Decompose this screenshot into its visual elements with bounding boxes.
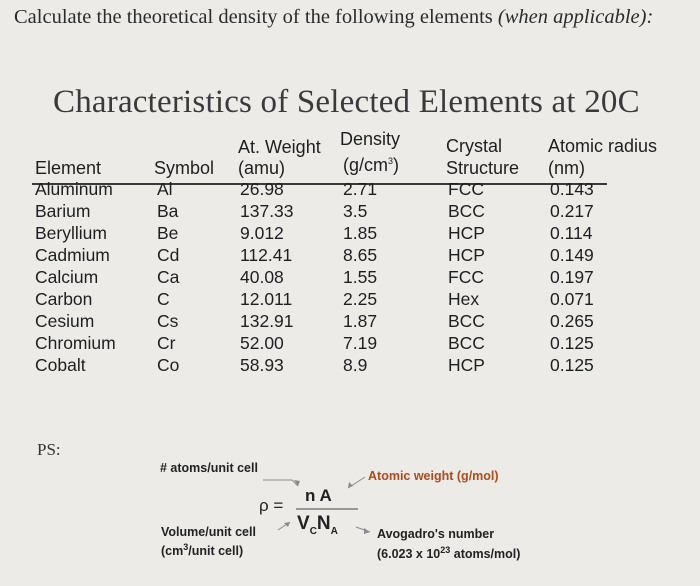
cell-symbol: Al: [157, 179, 173, 199]
cell-element: Carbon: [35, 289, 93, 309]
cell-symbol: Be: [157, 223, 179, 243]
avogadro-value: (6.023 x 1023 atoms/mol): [377, 544, 521, 561]
cell-symbol: Cs: [157, 311, 179, 331]
cell-density: 1.87: [343, 311, 378, 331]
cell-radius: 0.197: [550, 267, 594, 287]
header-at-weight: At. Weight: [238, 137, 321, 157]
header-radius-unit: (nm): [548, 158, 585, 178]
cell-symbol: Cr: [157, 333, 176, 353]
cell-density: 1.55: [343, 267, 378, 287]
prompt-text: Calculate the theoretical density of the…: [14, 6, 498, 28]
cell-structure: HCP: [448, 223, 485, 243]
formula-denominator: VCNA: [297, 513, 338, 537]
volume-per-cell-label: Volume/unit cell: [161, 525, 256, 539]
header-density-unit: (g/cm3): [343, 155, 400, 175]
cell-radius: 0.125: [550, 333, 594, 353]
cell-weight: 9.012: [240, 223, 284, 243]
atomic-weight-label: Atomic weight (g/mol): [368, 469, 499, 483]
cell-density: 1.85: [343, 223, 378, 243]
header-element: Element: [35, 158, 102, 178]
cell-structure: BCC: [448, 201, 485, 221]
cell-radius: 0.149: [550, 245, 594, 265]
cell-density: 3.5: [343, 201, 368, 221]
cell-structure: BCC: [448, 333, 485, 353]
cell-element: Beryllium: [35, 223, 107, 243]
cell-symbol: Co: [157, 355, 180, 375]
header-symbol: Symbol: [154, 158, 215, 178]
atoms-per-cell-label: # atoms/unit cell: [160, 461, 258, 475]
question-prompt: Calculate the theoretical density of the…: [14, 6, 653, 29]
header-crystal: Crystal: [446, 136, 503, 156]
cell-density: 7.19: [343, 333, 378, 353]
header-atomic-radius: Atomic radius: [548, 136, 658, 156]
cell-weight: 58.93: [240, 355, 284, 375]
cell-weight: 52.00: [240, 333, 284, 353]
cell-symbol: C: [157, 289, 170, 309]
cell-element: Barium: [35, 201, 91, 221]
cell-element: Cadmium: [35, 245, 110, 265]
cell-element: Aluminum: [35, 179, 113, 199]
cell-element: Calcium: [35, 267, 99, 287]
cell-structure: HCP: [448, 245, 485, 265]
cell-radius: 0.071: [550, 289, 594, 309]
cell-structure: FCC: [448, 179, 484, 199]
cell-element: Cobalt: [35, 355, 86, 375]
formula-numerator: n A: [305, 486, 332, 505]
cell-weight: 137.33: [240, 201, 294, 221]
rho-symbol: ρ =: [259, 496, 284, 515]
cell-weight: 132.91: [240, 311, 294, 331]
cell-weight: 12.011: [240, 289, 293, 309]
avogadro-label: Avogadro's number: [377, 527, 495, 541]
atoms-arrow: [263, 479, 299, 487]
cell-density: 2.71: [343, 179, 378, 199]
cell-radius: 0.143: [550, 179, 594, 199]
cell-density: 8.65: [343, 245, 378, 265]
cell-weight: 26.98: [240, 179, 284, 199]
cell-weight: 40.08: [240, 267, 284, 287]
cell-symbol: Cd: [157, 245, 180, 265]
cell-density: 2.25: [343, 289, 378, 309]
cell-structure: BCC: [448, 311, 485, 331]
volume-unit-label: (cm3/unit cell): [161, 541, 244, 558]
cell-density: 8.9: [343, 355, 368, 375]
cell-weight: 112.41: [240, 245, 293, 265]
header-structure: Structure: [446, 158, 520, 178]
header-rule: [32, 183, 607, 185]
cell-structure: FCC: [448, 267, 484, 287]
header-density: Density: [340, 129, 401, 149]
cell-radius: 0.265: [550, 311, 594, 331]
prompt-italic: (when applicable):: [497, 6, 654, 28]
header-at-weight-unit: (amu): [238, 158, 286, 178]
cell-radius: 0.125: [550, 355, 594, 375]
cell-radius: 0.217: [550, 201, 594, 221]
table-title: Characteristics of Selected Elements at …: [53, 84, 640, 120]
cell-structure: Hex: [448, 289, 480, 309]
cell-radius: 0.114: [550, 223, 593, 243]
cell-structure: HCP: [448, 355, 485, 375]
cell-symbol: Ca: [157, 267, 180, 287]
cell-symbol: Ba: [157, 201, 179, 221]
cell-element: Cesium: [35, 311, 95, 331]
ps-label: PS:: [37, 440, 61, 459]
cell-element: Chromium: [35, 333, 116, 353]
